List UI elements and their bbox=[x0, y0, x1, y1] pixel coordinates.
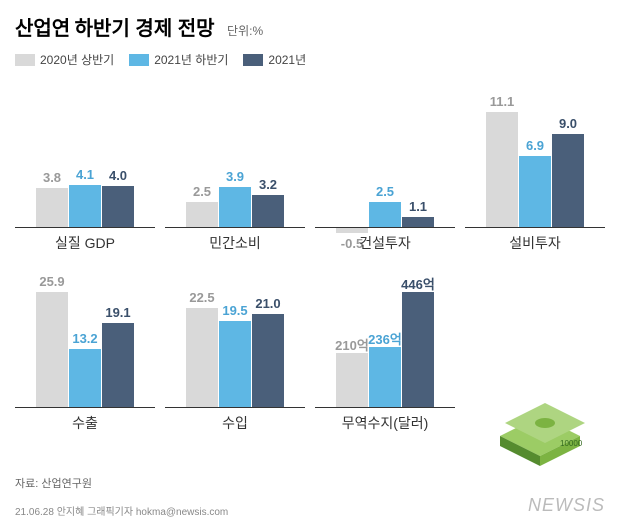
unit-label: 단위:% bbox=[227, 24, 263, 38]
chart-label: 설비투자 bbox=[465, 227, 605, 253]
bar-value: 236억 bbox=[368, 329, 402, 348]
bar-value: 6.9 bbox=[526, 138, 544, 153]
bar-value: 13.2 bbox=[72, 331, 97, 346]
title-prefix: 산업연 bbox=[15, 18, 70, 40]
watermark: NEWSIS bbox=[528, 495, 605, 516]
chart: -0.52.51.1건설투자 bbox=[315, 78, 455, 253]
chart-label: 수출 bbox=[15, 407, 155, 433]
bar: 4.0 bbox=[102, 186, 134, 228]
chart: 3.84.14.0실질 GDP bbox=[15, 78, 155, 253]
chart: 11.16.99.0설비투자 bbox=[465, 78, 605, 253]
bar-value: 19.5 bbox=[222, 303, 247, 318]
chart: 22.519.521.0수입 bbox=[165, 258, 305, 433]
bar-value: 2.5 bbox=[193, 184, 211, 199]
bar-value: 22.5 bbox=[189, 290, 214, 305]
legend: 2020년 상반기 2021년 하반기 2021년 bbox=[0, 46, 620, 78]
legend-item: 2021년 하반기 bbox=[129, 51, 228, 68]
bar: 19.5 bbox=[219, 321, 251, 408]
charts-grid: 3.84.14.0실질 GDP2.53.93.2민간소비-0.52.51.1건설… bbox=[0, 78, 620, 433]
bar-value: 21.0 bbox=[255, 296, 280, 311]
chart-label: 수입 bbox=[165, 407, 305, 433]
legend-label-2: 2021년 bbox=[268, 51, 306, 68]
bar-value: 4.0 bbox=[109, 168, 127, 183]
title-main: 하반기 경제 전망 bbox=[75, 18, 215, 40]
bar-value: 2.5 bbox=[376, 184, 394, 199]
bar: 22.5 bbox=[186, 308, 218, 408]
source-label: 자료: 산업연구원 bbox=[15, 475, 92, 491]
chart: 2.53.93.2민간소비 bbox=[165, 78, 305, 253]
bar: 19.1 bbox=[102, 323, 134, 408]
bar-value: 3.8 bbox=[43, 170, 61, 185]
legend-swatch-2 bbox=[243, 54, 263, 66]
bar: 210억 bbox=[336, 353, 368, 408]
bar-value: 9.0 bbox=[559, 116, 577, 131]
bar-value: 19.1 bbox=[105, 305, 130, 320]
chart-label: 실질 GDP bbox=[15, 227, 155, 253]
chart: 210억236억446억무역수지(달러) bbox=[315, 258, 455, 433]
bar-value: 25.9 bbox=[39, 274, 64, 289]
bar: 6.9 bbox=[519, 156, 551, 228]
bars-group: 11.16.99.0 bbox=[465, 98, 605, 228]
bars-group: 2.53.93.2 bbox=[165, 98, 305, 228]
bar-value: 3.2 bbox=[259, 177, 277, 192]
money-illustration: 10000 bbox=[490, 386, 610, 466]
bar: 236억 bbox=[369, 347, 401, 408]
legend-label-0: 2020년 상반기 bbox=[40, 51, 114, 68]
bars-group: -0.52.51.1 bbox=[315, 98, 455, 228]
chart: 25.913.219.1수출 bbox=[15, 258, 155, 433]
bar: 2.5 bbox=[186, 202, 218, 228]
legend-label-1: 2021년 하반기 bbox=[154, 51, 228, 68]
bar-value: 11.1 bbox=[490, 94, 515, 109]
bar-value: 210억 bbox=[335, 335, 369, 354]
bars-group: 3.84.14.0 bbox=[15, 98, 155, 228]
chart-label: 무역수지(달러) bbox=[315, 407, 455, 433]
bar-value: 1.1 bbox=[409, 199, 427, 214]
legend-item: 2021년 bbox=[243, 51, 306, 68]
bar: 3.2 bbox=[252, 195, 284, 228]
chart-label: 건설투자 bbox=[315, 227, 455, 253]
bar-value: 4.1 bbox=[76, 167, 94, 182]
bar: 11.1 bbox=[486, 112, 518, 228]
bar: 9.0 bbox=[552, 134, 584, 228]
svg-text:10000: 10000 bbox=[560, 439, 583, 448]
bar: 446억 bbox=[402, 292, 434, 408]
bar: 25.9 bbox=[36, 292, 68, 408]
bars-group: 210억236억446억 bbox=[315, 278, 455, 408]
legend-swatch-0 bbox=[15, 54, 35, 66]
bar-value: 3.9 bbox=[226, 169, 244, 184]
bar-value: 446억 bbox=[401, 274, 435, 293]
bar: 4.1 bbox=[69, 185, 101, 228]
bar: 2.5 bbox=[369, 202, 401, 228]
bar: 13.2 bbox=[69, 349, 101, 408]
bars-group: 25.913.219.1 bbox=[15, 278, 155, 408]
chart-label: 민간소비 bbox=[165, 227, 305, 253]
bar: 3.8 bbox=[36, 188, 68, 228]
footer-credit: 21.06.28 안지혜 그래픽기자 hokma@newsis.com bbox=[15, 503, 228, 518]
legend-swatch-1 bbox=[129, 54, 149, 66]
bar: 21.0 bbox=[252, 314, 284, 408]
bars-group: 22.519.521.0 bbox=[165, 278, 305, 408]
legend-item: 2020년 상반기 bbox=[15, 51, 114, 68]
bar: 3.9 bbox=[219, 187, 251, 228]
